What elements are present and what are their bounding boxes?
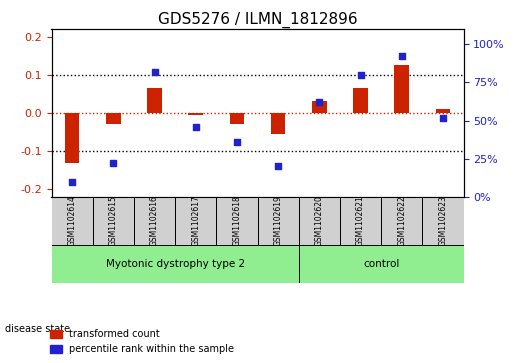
FancyBboxPatch shape (93, 197, 134, 245)
Text: Myotonic dystrophy type 2: Myotonic dystrophy type 2 (106, 259, 245, 269)
FancyBboxPatch shape (381, 197, 422, 245)
Bar (188, 113, 203, 115)
Bar (65, 113, 79, 163)
Point (68, 179, 76, 184)
Text: GSM1102616: GSM1102616 (150, 195, 159, 246)
Point (398, 54, 406, 60)
Bar (312, 102, 327, 113)
Point (192, 124, 200, 130)
Point (233, 139, 241, 145)
Text: GSM1102619: GSM1102619 (273, 195, 283, 246)
FancyBboxPatch shape (52, 197, 93, 245)
FancyBboxPatch shape (134, 197, 175, 245)
Text: GSM1102621: GSM1102621 (356, 195, 365, 246)
Bar (106, 113, 121, 125)
Bar (436, 109, 450, 113)
Text: control: control (363, 259, 399, 269)
FancyBboxPatch shape (258, 197, 299, 245)
Bar (271, 113, 285, 134)
Bar (353, 88, 368, 113)
FancyBboxPatch shape (52, 245, 299, 283)
Point (109, 160, 117, 166)
FancyBboxPatch shape (299, 197, 340, 245)
FancyBboxPatch shape (216, 197, 258, 245)
Legend: transformed count, percentile rank within the sample: transformed count, percentile rank withi… (46, 326, 238, 358)
Text: GSM1102614: GSM1102614 (67, 195, 77, 246)
Point (150, 69, 159, 75)
Point (356, 72, 365, 78)
Text: GSM1102618: GSM1102618 (232, 195, 242, 246)
Point (315, 99, 323, 105)
FancyBboxPatch shape (422, 197, 464, 245)
Point (439, 115, 447, 121)
Title: GDS5276 / ILMN_1812896: GDS5276 / ILMN_1812896 (158, 12, 357, 28)
Text: GSM1102622: GSM1102622 (397, 195, 406, 246)
FancyBboxPatch shape (175, 197, 216, 245)
Text: GSM1102620: GSM1102620 (315, 195, 324, 246)
Text: GSM1102623: GSM1102623 (438, 195, 448, 246)
Text: GSM1102617: GSM1102617 (191, 195, 200, 246)
Bar (394, 65, 409, 113)
FancyBboxPatch shape (299, 245, 464, 283)
Text: disease state: disease state (5, 323, 70, 334)
Bar (230, 113, 244, 125)
FancyBboxPatch shape (340, 197, 381, 245)
Text: GSM1102615: GSM1102615 (109, 195, 118, 246)
Bar (147, 88, 162, 113)
Point (274, 163, 282, 169)
